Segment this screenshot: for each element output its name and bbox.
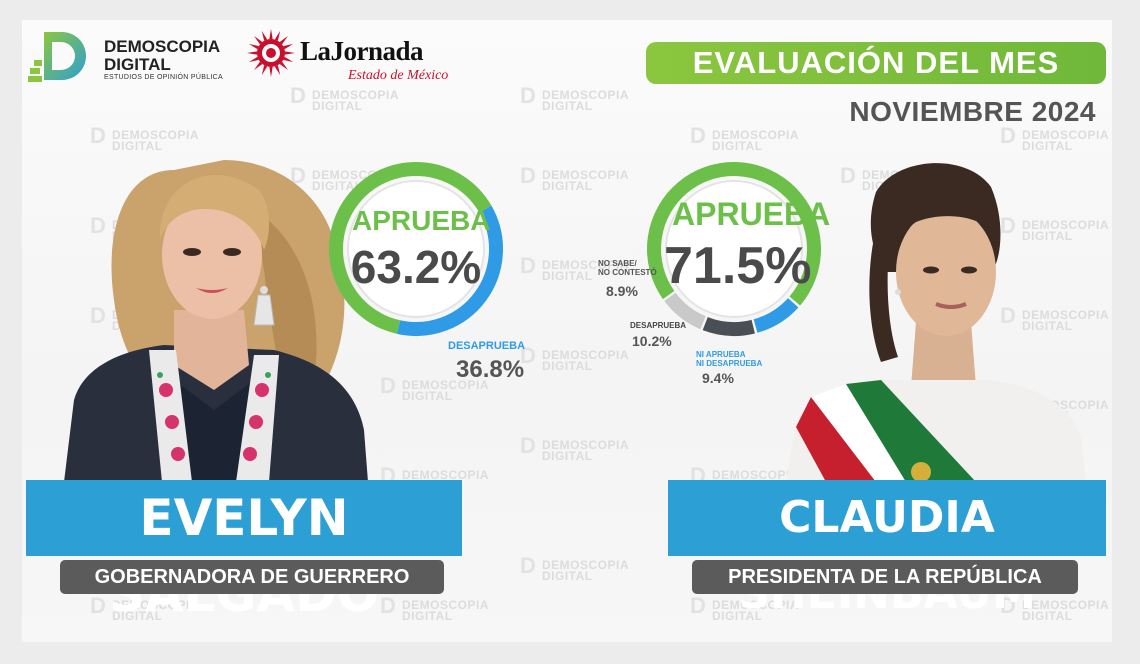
donut-right-nosabe-value: 8.9% xyxy=(606,283,638,299)
sun-ray xyxy=(261,65,268,76)
watermark-14: DEMOSCOPIA DIGITAL xyxy=(380,379,489,402)
sun-emblem-icon xyxy=(247,29,295,77)
la-jornada-name: LaJornada xyxy=(300,36,424,66)
donut-center xyxy=(665,180,803,318)
demoscopia-digital-logo: DEMOSCOPIA DIGITAL ESTUDIOS DE OPINIÓN P… xyxy=(28,28,228,84)
sun-ray xyxy=(269,66,273,77)
sun-ray xyxy=(283,56,294,63)
sun-ray xyxy=(254,36,263,45)
donut-left-disapprove-label: DESAPRUEBA xyxy=(448,340,526,352)
portrait-right xyxy=(786,152,1086,482)
watermark-3: DEMOSCOPIA DIGITAL xyxy=(690,129,799,152)
donut-right-nosabe-label: NO SABE/ NO CONTESTÓ xyxy=(598,259,657,277)
donut-right-neither-value: 9.4% xyxy=(702,370,734,386)
watermark-21: DEMOSCOPIA DIGITAL xyxy=(90,599,199,622)
donut-right-approve-label: APRUEBA xyxy=(672,196,831,232)
watermark-1: DEMOSCOPIA DIGITAL xyxy=(290,89,399,112)
watermark-23: DEMOSCOPIA DIGITAL xyxy=(520,559,629,582)
demoscopia-title: DEMOSCOPIA xyxy=(104,37,221,56)
donut-slice-desaprueba xyxy=(397,205,503,336)
demoscopia-title-2: DIGITAL xyxy=(104,55,171,74)
donut-left-disapprove-value: 36.8% xyxy=(456,356,525,383)
donut-right-disapprove-value: 10.2% xyxy=(632,333,672,349)
sun-ray xyxy=(248,43,259,50)
sun-ray xyxy=(284,51,295,55)
sun-ray xyxy=(283,43,294,50)
watermark-25: DEMOSCOPIA DIGITAL xyxy=(1000,599,1109,622)
donut-slice-aprueba xyxy=(329,162,492,334)
sun-ray xyxy=(279,36,288,45)
sun-ray xyxy=(279,61,288,70)
watermark-7: DEMOSCOPIA DIGITAL xyxy=(520,169,629,192)
watermark-9: DEMOSCOPIA DIGITAL xyxy=(1000,219,1109,242)
la-jornada-subtitle: Estado de México xyxy=(348,68,449,83)
watermark-11: DEMOSCOPIA DIGITAL xyxy=(520,259,629,282)
donut-slice-ni-aprueba-ni-desaprueba xyxy=(753,297,799,333)
donut-slice-desaprueba xyxy=(702,317,755,336)
demoscopia-d-icon xyxy=(28,32,86,82)
watermark-15: DEMOSCOPIA DIGITAL xyxy=(520,349,629,372)
left-name-bar: EVELYN SALGADO xyxy=(26,480,462,623)
donut-slice-aprueba xyxy=(647,162,821,306)
donut-right-disapprove-label: DESAPRUEBA xyxy=(630,321,687,330)
watermark-24: DEMOSCOPIA DIGITAL xyxy=(690,599,799,622)
donut-center xyxy=(347,180,485,318)
period-label: NOVIEMBRE 2024 xyxy=(849,96,1096,127)
la-jornada-logo: LaJornada Estado de México xyxy=(246,26,456,86)
approval-donut-left xyxy=(322,155,510,348)
evaluation-title-badge: EVALUACIÓN DEL MES xyxy=(646,42,1106,84)
watermark-22: DEMOSCOPIA DIGITAL xyxy=(380,599,489,622)
donut-chart-right xyxy=(647,162,821,336)
donut-chart-left xyxy=(329,162,503,336)
right-name-bar: CLAUDIA SHEINBAUM xyxy=(668,480,1106,619)
left-role-bar: GOBERNADORA DE GUERRERO xyxy=(60,560,444,594)
sun-ray xyxy=(248,56,259,63)
sun-ray xyxy=(269,29,273,40)
sun-ray xyxy=(274,30,281,41)
watermark-2: DEMOSCOPIA DIGITAL xyxy=(520,89,629,112)
donut-left-approve-label: APRUEBA xyxy=(352,205,491,236)
donut-right-approve-value: 71.5% xyxy=(664,237,812,295)
watermark-12: DEMOSCOPIA DIGITAL xyxy=(1000,309,1109,332)
donut-right-neither-label: NI APRUEBA NI DESAPRUEBA xyxy=(696,350,763,368)
approval-donut-right xyxy=(640,155,828,348)
donut-slice-no-sabe-no-contest- xyxy=(664,292,706,330)
sun-ray xyxy=(274,65,281,76)
demoscopia-subtitle: ESTUDIOS DE OPINIÓN PÚBLICA xyxy=(104,74,223,81)
watermark-19: DEMOSCOPIA DIGITAL xyxy=(520,439,629,462)
watermark-0: DEMOSCOPIA DIGITAL xyxy=(90,129,199,152)
right-role-bar: PRESIDENTA DE LA REPÚBLICA xyxy=(692,560,1078,594)
sun-ray xyxy=(247,51,258,55)
watermark-4: DEMOSCOPIA DIGITAL xyxy=(1000,129,1109,152)
portrait-left xyxy=(64,150,368,482)
donut-left-approve-value: 63.2% xyxy=(350,241,482,293)
sun-ray xyxy=(254,61,263,70)
sun-ray xyxy=(261,30,268,41)
